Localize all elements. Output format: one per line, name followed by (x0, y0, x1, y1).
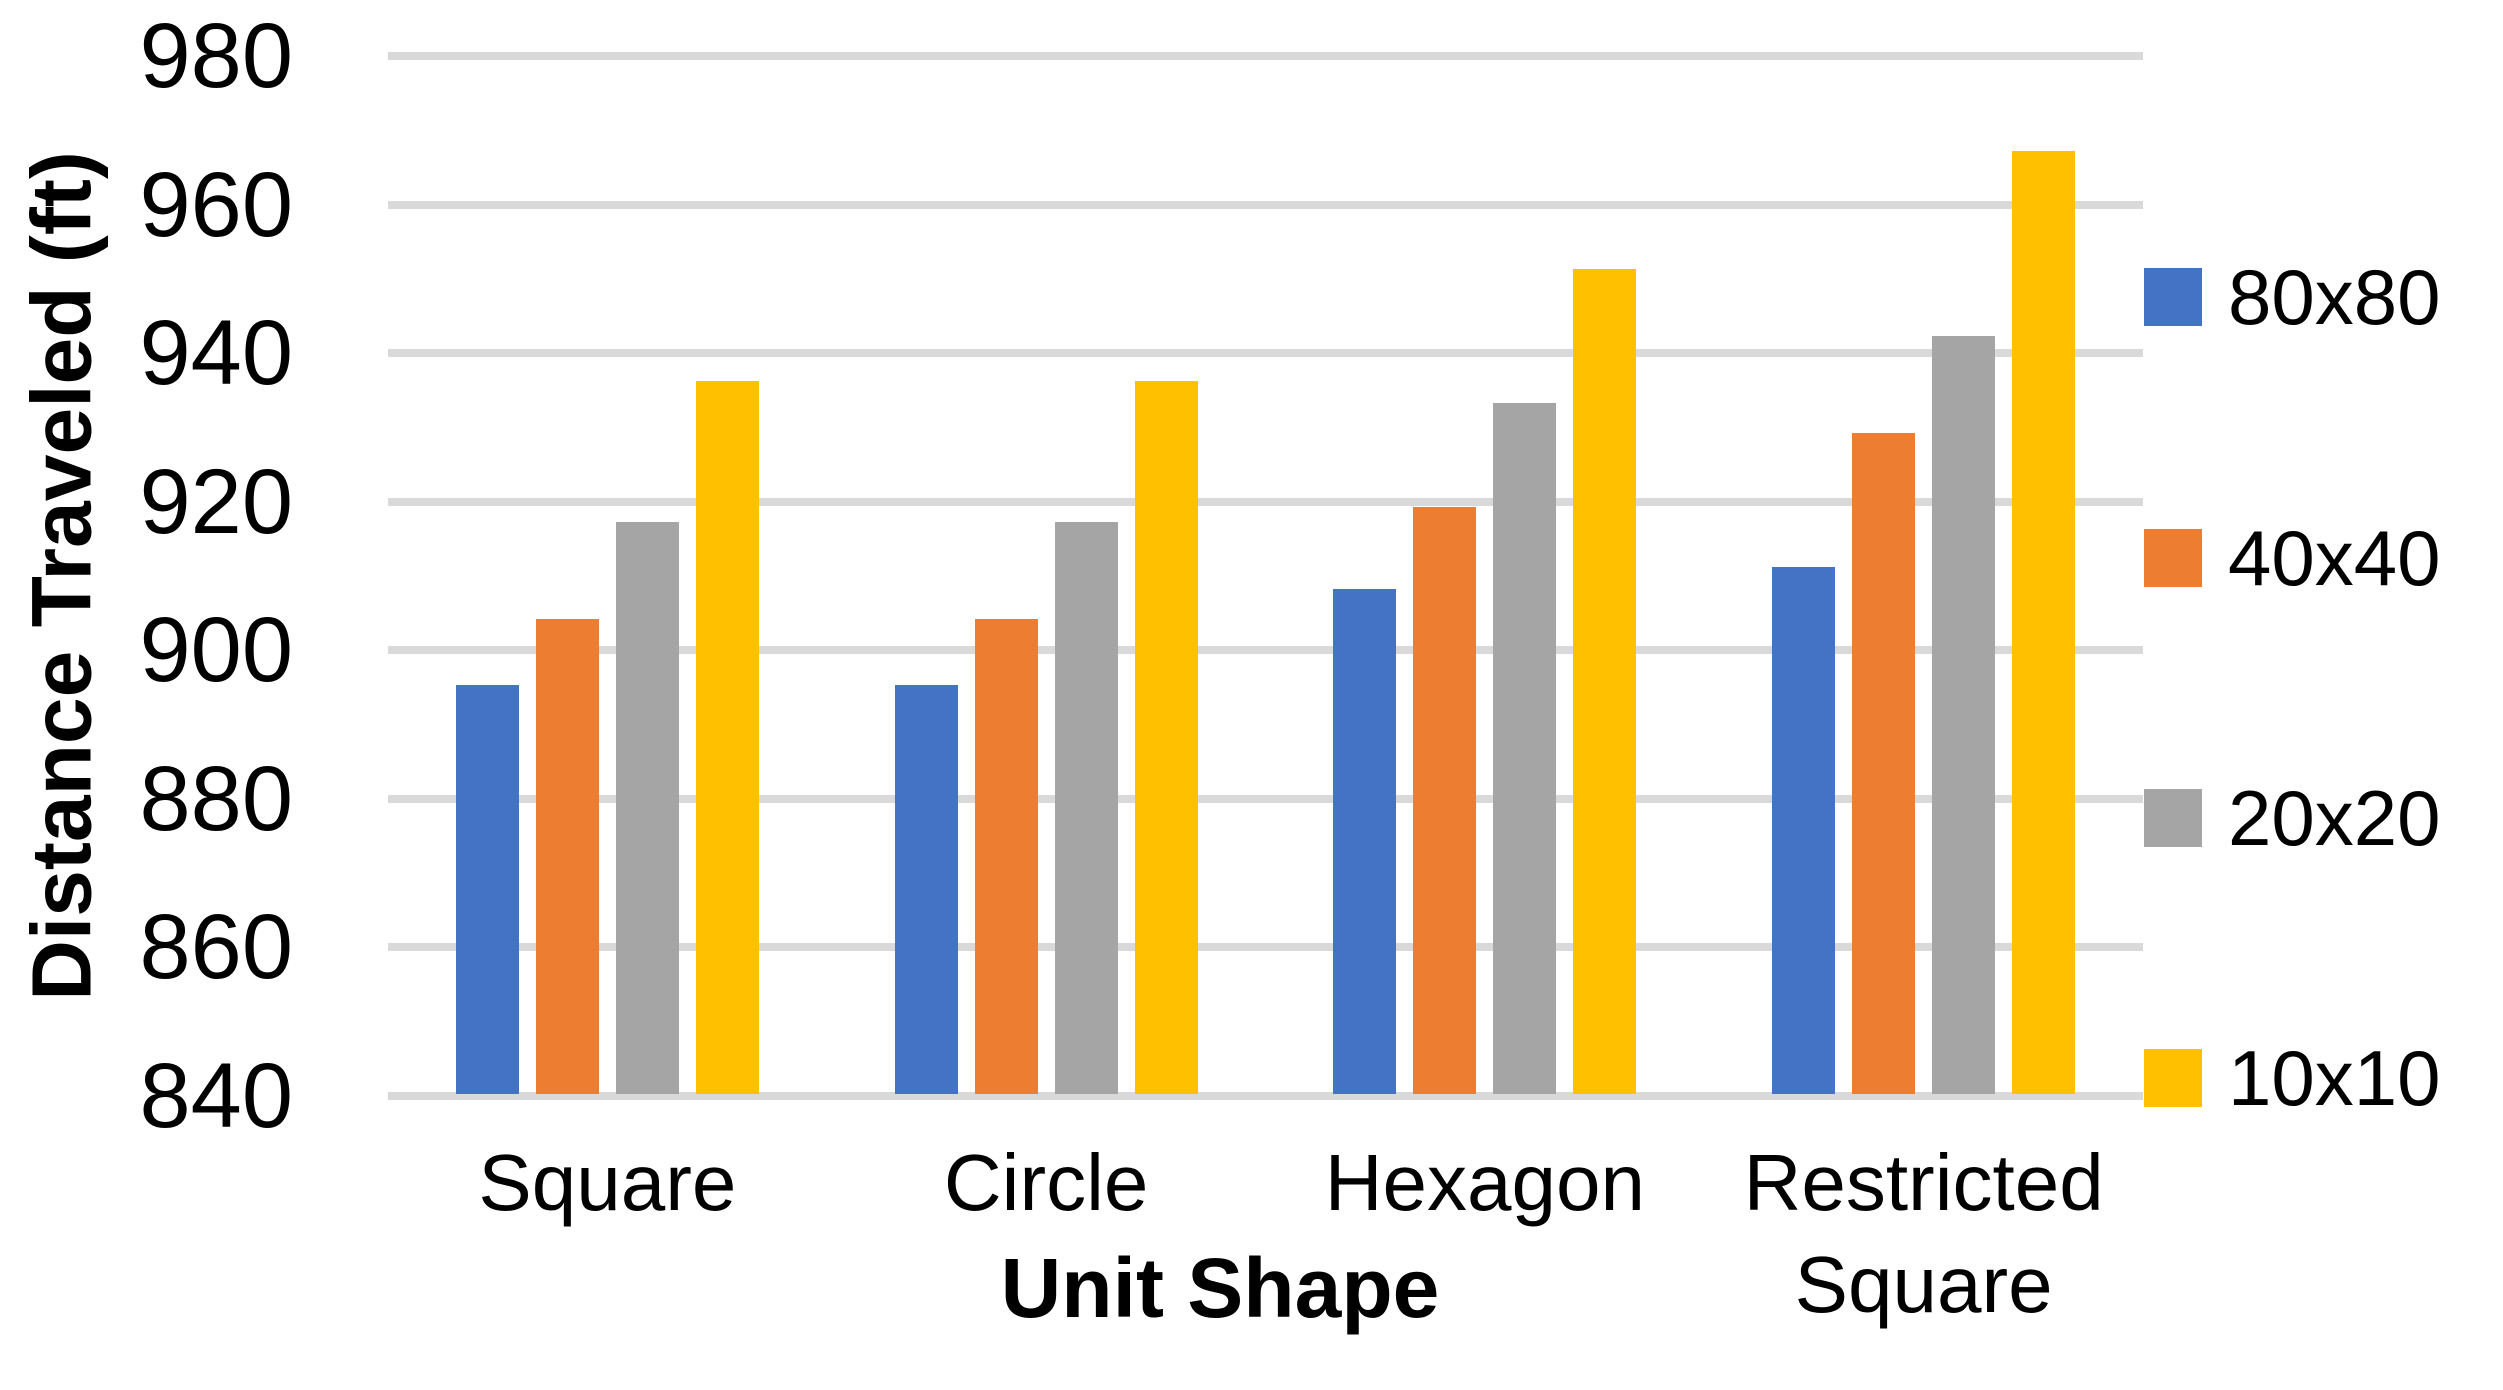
legend-label-40x40: 40x40 (2228, 513, 2441, 602)
y-tick-label-900: 900 (139, 599, 294, 702)
y-tick-label-980: 980 (139, 5, 294, 107)
bar-circle-80x80 (894, 685, 958, 1094)
bar-hexagon-40x40 (1413, 507, 1477, 1094)
x-axis-title: Unit Shape (1000, 1241, 1440, 1335)
bar-square-80x80 (455, 685, 519, 1094)
legend-swatch-40x40 (2144, 529, 2202, 587)
gridline-900 (388, 646, 2143, 655)
bar-hexagon-20x20 (1493, 403, 1557, 1094)
x-category-label-circle: Circle (943, 1138, 1149, 1227)
y-tick-label-960: 960 (139, 153, 294, 256)
gridline-880 (388, 794, 2143, 803)
gridline-940 (388, 349, 2143, 358)
y-tick-label-880: 880 (139, 747, 294, 850)
legend-swatch-10x10 (2144, 1049, 2202, 1107)
y-axis-title: Distance Traveled (ft) (14, 151, 109, 1001)
bar-restricted-square-10x10 (2012, 150, 2076, 1094)
y-tick-label-920: 920 (139, 450, 294, 553)
bar-square-10x10 (695, 380, 759, 1094)
gridline-840 (388, 1092, 2143, 1100)
legend-item-20x20: 20x20 (2144, 774, 2441, 862)
x-category-label-restricted-square: Restricted Square (1743, 1138, 2104, 1329)
bar-hexagon-10x10 (1573, 269, 1637, 1094)
x-axis-category-labels: Square Circle Hexagon Restricted Square (388, 1132, 2143, 1336)
bar-group-hexagon (1266, 0, 1705, 1094)
gridline-860 (388, 943, 2143, 952)
bar-square-20x20 (615, 522, 679, 1094)
bar-group-restricted-square (1704, 0, 2143, 1094)
bar-square-40x40 (535, 618, 599, 1094)
legend-item-80x80: 80x80 (2144, 253, 2441, 341)
gridline-960 (388, 200, 2143, 209)
legend-label-20x20: 20x20 (2228, 773, 2441, 862)
plot-area (388, 0, 2143, 1094)
gridline-980 (388, 52, 2143, 60)
bar-circle-20x20 (1054, 522, 1118, 1094)
bar-restricted-square-80x80 (1772, 566, 1836, 1094)
legend-label-10x10: 10x10 (2228, 1033, 2441, 1122)
bar-restricted-square-40x40 (1852, 432, 1916, 1094)
bar-hexagon-80x80 (1333, 588, 1397, 1094)
legend-item-40x40: 40x40 (2144, 514, 2441, 602)
x-category-label-hexagon: Hexagon (1324, 1138, 1645, 1227)
bar-group-circle (827, 0, 1266, 1094)
legend-swatch-80x80 (2144, 268, 2202, 326)
y-tick-label-840: 840 (139, 1045, 294, 1147)
legend-swatch-20x20 (2144, 789, 2202, 847)
bar-circle-10x10 (1134, 380, 1198, 1094)
gridline-920 (388, 497, 2143, 506)
y-tick-label-940: 940 (139, 302, 294, 405)
bar-circle-40x40 (974, 618, 1038, 1094)
y-tick-label-860: 860 (139, 896, 294, 999)
x-category-label-square: Square (478, 1138, 737, 1227)
legend-label-80x80: 80x80 (2228, 252, 2441, 341)
bar-restricted-square-20x20 (1932, 336, 1996, 1094)
legend-item-10x10: 10x10 (2144, 1034, 2441, 1122)
bar-group-square (388, 0, 827, 1094)
